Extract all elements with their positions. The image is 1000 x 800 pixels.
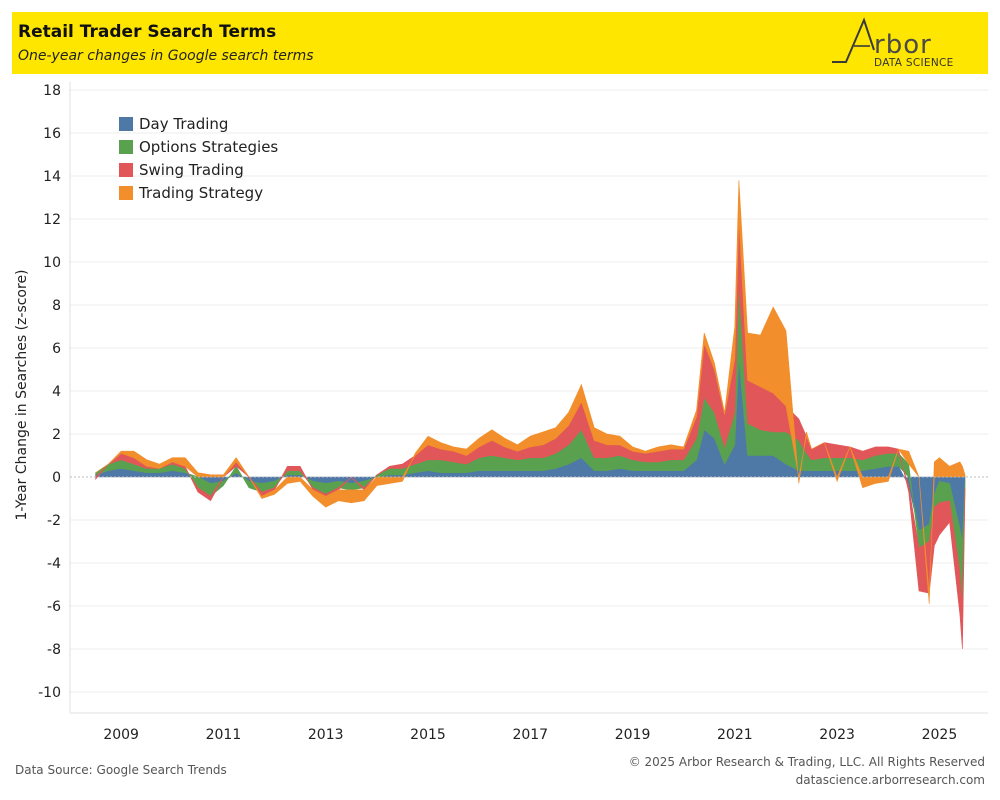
y-tick-label: 4 xyxy=(52,384,61,400)
legend-label: Trading Strategy xyxy=(138,184,263,202)
y-tick-label: -8 xyxy=(47,642,61,658)
x-tick-label: 2019 xyxy=(615,727,651,743)
copyright: © 2025 Arbor Research & Trading, LLC. Al… xyxy=(628,755,985,769)
y-tick-label: 14 xyxy=(43,169,61,185)
y-tick-label: 10 xyxy=(43,255,61,271)
series-areas xyxy=(95,180,966,650)
arbor-logo-icon xyxy=(832,17,875,63)
header-banner: Retail Trader Search Terms One-year chan… xyxy=(12,12,988,74)
x-tick-label: 2017 xyxy=(512,727,548,743)
legend-swatch xyxy=(119,163,133,177)
y-tick-label: -10 xyxy=(38,685,61,701)
y-tick-label: 16 xyxy=(43,126,61,142)
legend-label: Day Trading xyxy=(139,115,228,133)
footer-credits: © 2025 Arbor Research & Trading, LLC. Al… xyxy=(629,753,985,789)
legend-swatch xyxy=(119,117,133,131)
legend: Day Trading Options Strategies Swing Tradi… xyxy=(119,115,278,202)
area-trading-strategy xyxy=(95,180,966,604)
legend-swatch xyxy=(119,186,133,200)
x-tick-label: 2013 xyxy=(308,727,344,743)
x-tick-label: 2009 xyxy=(103,727,139,743)
y-tick-label: 2 xyxy=(52,427,61,443)
y-tick-label: -6 xyxy=(47,599,61,615)
x-tick-label: 2015 xyxy=(410,727,446,743)
data-source: Data Source: Google Search Trends xyxy=(15,763,227,777)
chart-subtitle: One-year changes in Google search terms xyxy=(18,48,314,64)
x-tick-label: 2025 xyxy=(922,727,958,743)
y-axis-label: 1-Year Change in Searches (z-score) xyxy=(14,269,30,521)
y-tick-label: 0 xyxy=(52,470,61,486)
x-tick-label: 2021 xyxy=(717,727,753,743)
legend-swatch xyxy=(119,140,133,154)
arbor-logo: rbor DATA SCIENCE xyxy=(830,16,970,72)
y-tick-label: 8 xyxy=(52,298,61,314)
website-link[interactable]: datascience.arborresearch.com xyxy=(795,773,985,787)
y-tick-label: -4 xyxy=(47,556,61,572)
y-axis-ticks: -10 -8 -6 -4 -2 0 2 4 6 8 10 12 14 16 18 xyxy=(38,83,61,701)
y-tick-label: 6 xyxy=(52,341,61,357)
grid-lines xyxy=(69,82,988,714)
y-tick-label: -2 xyxy=(47,513,61,529)
logo-wordmark: rbor xyxy=(874,30,932,60)
x-axis-ticks: 2009 2011 2013 2015 2017 2019 2021 2023 2025 xyxy=(103,727,957,743)
x-tick-label: 2011 xyxy=(206,727,242,743)
y-tick-label: 18 xyxy=(43,83,61,99)
legend-label: Options Strategies xyxy=(139,138,278,156)
x-tick-label: 2023 xyxy=(819,727,855,743)
y-tick-label: 12 xyxy=(43,212,61,228)
chart-title: Retail Trader Search Terms xyxy=(18,22,277,42)
legend-label: Swing Trading xyxy=(139,161,244,179)
logo-subtitle: DATA SCIENCE xyxy=(874,57,954,69)
